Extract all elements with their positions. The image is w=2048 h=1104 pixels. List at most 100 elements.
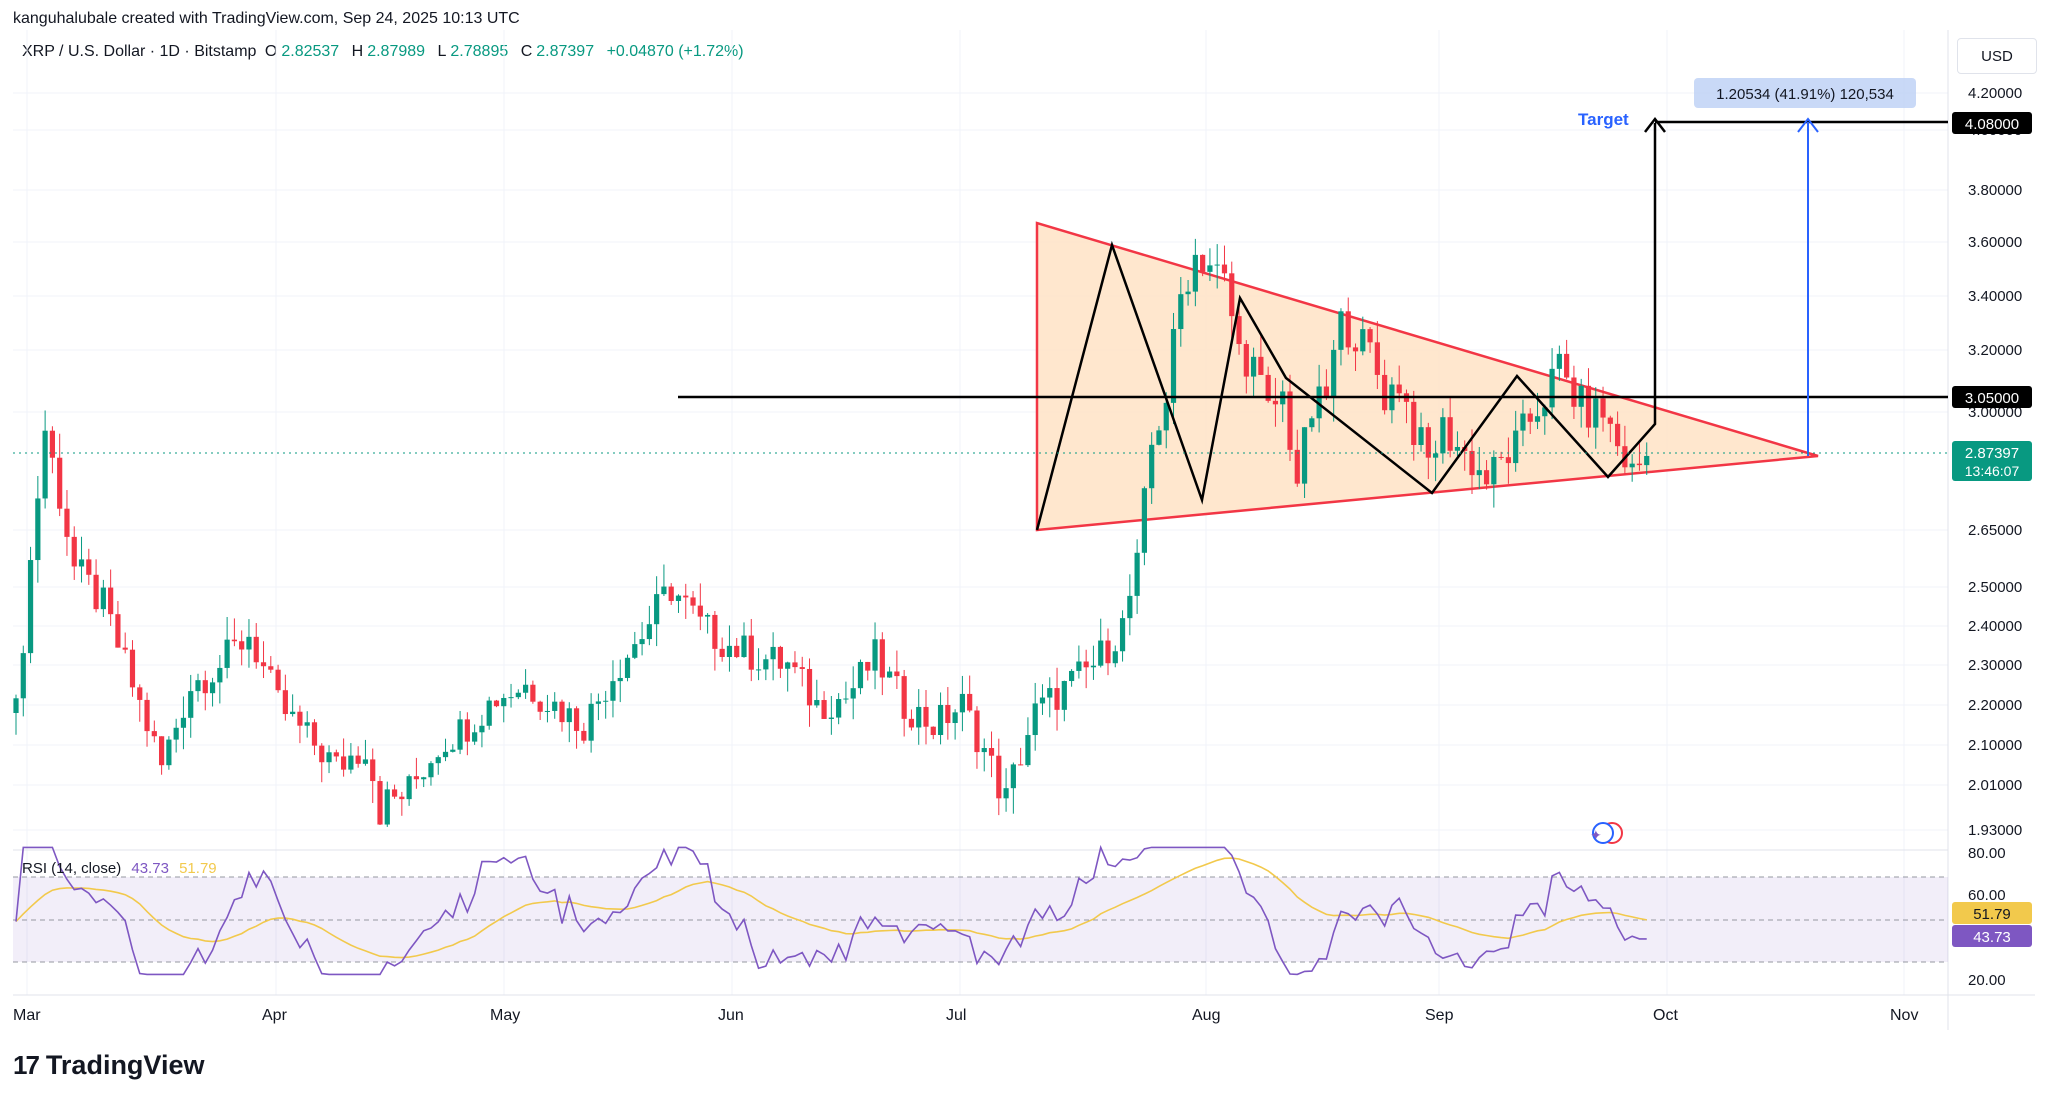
time-tick-label: Sep <box>1425 1007 1454 1024</box>
price-tick-label: 2.65000 <box>1968 522 2022 539</box>
candle-body <box>850 688 856 699</box>
candle-body <box>639 639 645 645</box>
candle-body <box>697 605 703 617</box>
candle-body <box>705 614 711 617</box>
candle-body <box>515 692 521 698</box>
candle-body <box>675 595 682 601</box>
candle-body <box>1127 595 1133 619</box>
candle-body <box>806 668 813 706</box>
candle-body <box>1083 661 1089 668</box>
candle-body <box>1382 374 1388 411</box>
currency-button[interactable]: USD <box>1957 38 2037 74</box>
time-tick-label: Nov <box>1890 1007 1918 1024</box>
rsi-legend[interactable]: RSI (14, close) 43.73 51.79 <box>22 860 217 877</box>
candle-body <box>537 701 543 712</box>
candle-body <box>413 776 419 780</box>
candle-body <box>573 708 580 731</box>
candle-body <box>1287 391 1293 450</box>
candle-body <box>1061 681 1067 710</box>
candle-body <box>734 645 740 658</box>
candle-body <box>770 646 776 660</box>
target-price-tag <box>1952 112 2032 134</box>
rsi-line <box>15 844 1647 976</box>
candle-body <box>1374 342 1380 375</box>
candle-body <box>355 755 361 764</box>
candle-body <box>282 690 288 715</box>
candle-body <box>836 699 842 718</box>
candle-body <box>493 700 500 707</box>
candle-body <box>13 698 19 713</box>
wave-pattern-path[interactable] <box>1035 123 1657 531</box>
candle-body <box>1265 374 1271 401</box>
time-tick-label: Jul <box>946 1007 966 1024</box>
candle-body <box>1112 651 1118 664</box>
candle-body <box>894 671 900 677</box>
rsi-ma-tag <box>1952 902 2032 924</box>
candle-body <box>792 662 798 668</box>
candle-body <box>1433 453 1439 458</box>
candle-body <box>486 700 492 726</box>
candle-body <box>719 648 725 657</box>
price-tick-label: 2.50000 <box>1968 579 2022 596</box>
candle-body <box>1527 413 1533 422</box>
news-flag-icon[interactable]: ✦ <box>1590 822 1623 844</box>
price-tick-label: 1.93000 <box>1968 822 2022 839</box>
candle-body <box>1571 377 1577 407</box>
rsi-ma-line <box>15 857 1647 959</box>
candle-body <box>1185 291 1191 295</box>
candle-body <box>661 586 667 595</box>
candle-body <box>857 661 864 689</box>
candle-body <box>1352 347 1359 352</box>
candle-body <box>1505 457 1511 464</box>
candle-body <box>1542 407 1548 417</box>
candle-body <box>937 704 944 736</box>
candle-body <box>952 712 958 724</box>
rsi-legend-ma: 51.79 <box>179 860 217 877</box>
candle-body <box>1411 401 1417 446</box>
candle-body <box>1549 368 1555 408</box>
candle-body <box>552 701 558 711</box>
candle-body <box>974 710 980 753</box>
candle-body <box>1309 418 1315 428</box>
rsi-tick-label: 60.00 <box>1968 887 2006 904</box>
chart-created-by: kanguhalubale created with TradingView.c… <box>13 10 520 27</box>
candle-body <box>27 560 34 654</box>
target-arrow-head <box>1644 116 1666 133</box>
candle-body <box>1534 416 1541 422</box>
candle-body <box>1229 273 1235 317</box>
candle-body <box>843 698 849 700</box>
last-price-tag <box>1952 441 2032 481</box>
candle-body <box>57 457 63 509</box>
candle-body <box>981 748 987 753</box>
candle-body <box>821 700 827 719</box>
candle-body <box>785 662 791 669</box>
candle-body <box>1454 446 1461 451</box>
candle-body <box>304 722 310 726</box>
candle-body <box>603 700 609 702</box>
target-price-tag-text: 4.08000 <box>1965 116 2019 133</box>
candle-body <box>1236 316 1242 345</box>
candle-body <box>1447 417 1453 451</box>
rsi-value-tag <box>1952 925 2032 947</box>
candle-body <box>1076 661 1082 671</box>
candle-body <box>1214 264 1220 266</box>
candle-body <box>450 749 456 752</box>
candle-body <box>1170 329 1177 403</box>
candle-body <box>1243 344 1249 377</box>
candle-body <box>377 781 383 825</box>
candle-body <box>959 693 965 713</box>
candle-body <box>108 587 114 615</box>
tradingview-logo[interactable]: 17 TradingView <box>13 1050 204 1081</box>
symbol-title[interactable]: XRP / U.S. Dollar · 1D · Bitstamp <box>22 43 257 60</box>
price-tick-label: 2.10000 <box>1968 737 2022 754</box>
candle-body <box>712 614 718 649</box>
candle-body <box>35 498 41 561</box>
candle-body <box>93 574 99 610</box>
candle-body <box>399 796 405 800</box>
candlesticks <box>13 238 1650 827</box>
candle-body <box>239 641 245 650</box>
candle-body <box>1425 427 1431 458</box>
candle-body <box>71 536 77 567</box>
candle-body <box>595 701 601 704</box>
